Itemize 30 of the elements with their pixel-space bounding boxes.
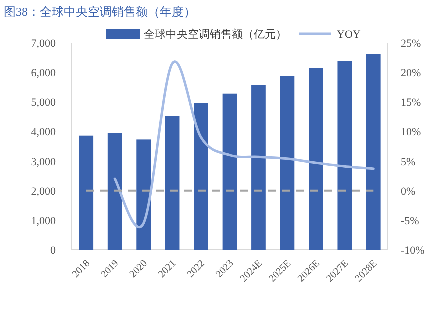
y-tick-label: 6,000 — [31, 68, 56, 80]
bar — [79, 136, 94, 250]
y-tick-label: 7,000 — [31, 38, 56, 50]
y-tick-label: 3,000 — [31, 156, 56, 168]
bar — [309, 68, 324, 250]
y2-tick-label: 0% — [401, 186, 416, 198]
y2-tick-label: 10% — [401, 126, 422, 139]
legend-label: YOY — [337, 29, 361, 41]
bar — [366, 54, 381, 250]
y2-tick-label: 25% — [401, 38, 422, 50]
bar — [136, 140, 151, 250]
legend-label: 全球中央空调销售额（亿元） — [144, 28, 287, 41]
y-tick-label: 1,000 — [31, 215, 56, 228]
y-tick-label: 5,000 — [31, 97, 56, 110]
bar — [108, 133, 122, 250]
bar — [252, 85, 266, 250]
y2-tick-label: -10% — [401, 245, 425, 257]
y2-tick-label: 20% — [401, 68, 422, 80]
y2-tick-label: 5% — [401, 156, 416, 168]
y-tick-label: 0 — [50, 245, 56, 257]
chart-title: 图38：全球中央空调销售额（年度） — [4, 5, 196, 19]
bar — [338, 61, 352, 250]
y-tick-label: 4,000 — [31, 126, 56, 139]
bar — [222, 94, 238, 250]
bar — [280, 76, 295, 250]
y2-tick-label: 15% — [401, 97, 422, 110]
y-tick-label: 2,000 — [31, 186, 56, 198]
bar — [194, 103, 208, 250]
bar — [165, 116, 180, 250]
y2-tick-label: -5% — [401, 215, 420, 228]
